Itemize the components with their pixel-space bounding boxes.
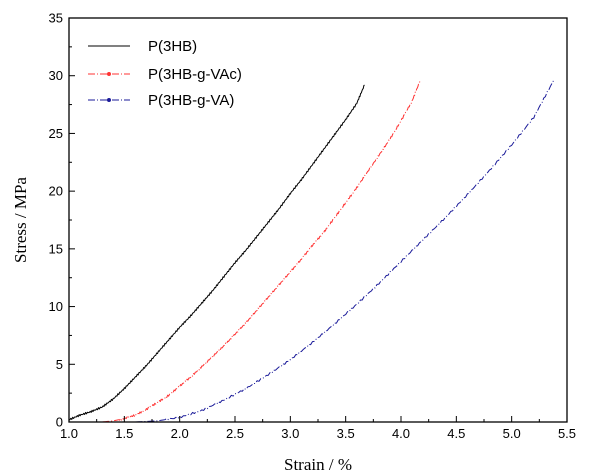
- x-tick-label: 1.5: [115, 426, 133, 441]
- y-tick-label: 5: [56, 357, 63, 372]
- series-layer: [69, 80, 555, 423]
- x-tick-label: 5.5: [558, 426, 576, 441]
- y-tick-label: 30: [49, 68, 63, 83]
- x-tick-label: 2.0: [171, 426, 189, 441]
- x-tick-label: 4.5: [447, 426, 465, 441]
- series-line-2: [135, 80, 555, 423]
- legend-label-p3hb-g-va: P(3HB-g-VA): [148, 92, 234, 109]
- axis-tick-labels: 1.0 1.5 2.0 2.5 3.0 3.5 4.0 4.5 5.0 5.5 0 5 10 15 20 25…: [49, 11, 577, 442]
- legend-marker-p3hb-g-va: [107, 98, 111, 102]
- legend-item-p3hb-g-va: P(3HB-g-VA): [88, 92, 234, 109]
- legend-marker-p3hb-g-vac: [107, 72, 111, 76]
- x-tick-label: 4.0: [392, 426, 410, 441]
- y-tick-label: 15: [49, 241, 63, 256]
- y-tick-label: 20: [49, 184, 63, 199]
- y-tick-label: 25: [49, 126, 63, 141]
- legend-item-p3hb-g-vac: P(3HB-g-VAc): [88, 66, 242, 83]
- x-tick-label: 3.0: [281, 426, 299, 441]
- y-tick-label: 0: [56, 415, 63, 430]
- series-line-0: [69, 84, 365, 421]
- legend: P(3HB) P(3HB-g-VAc) P(3HB-g-VA): [88, 38, 242, 109]
- plot-frame: [68, 17, 568, 423]
- legend-label-p3hb-g-vac: P(3HB-g-VAc): [148, 66, 242, 83]
- y-axis-title: Stress / MPa: [11, 177, 30, 263]
- x-tick-label: 3.5: [337, 426, 355, 441]
- legend-label-p3hb: P(3HB): [148, 38, 197, 55]
- legend-item-p3hb: P(3HB): [88, 38, 197, 55]
- y-tick-label: 35: [49, 11, 63, 26]
- y-tick-label: 10: [49, 299, 63, 314]
- series-line-1: [102, 81, 421, 423]
- x-axis-title: Strain / %: [284, 455, 352, 474]
- x-tick-label: 2.5: [226, 426, 244, 441]
- x-tick-label: 1.0: [60, 426, 78, 441]
- axis-ticks: [68, 17, 568, 423]
- x-tick-label: 5.0: [503, 426, 521, 441]
